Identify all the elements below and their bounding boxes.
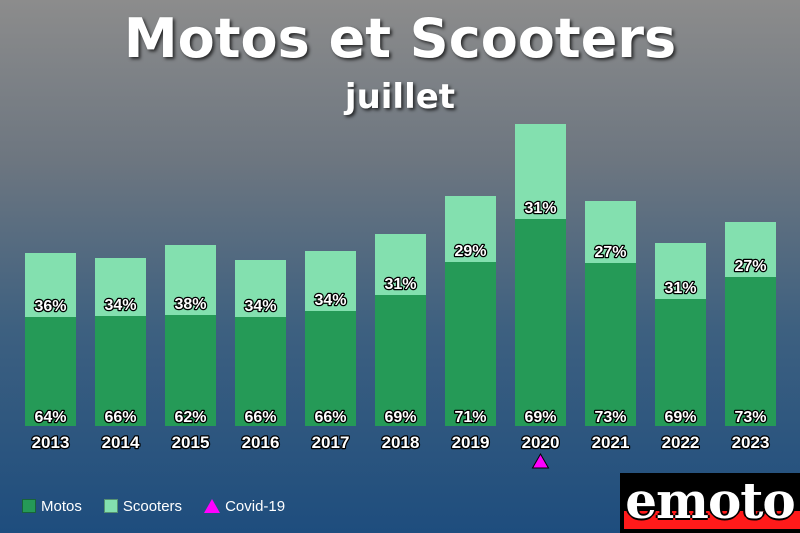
- data-label-scooters-2018: 31%: [384, 276, 416, 293]
- legend-item-scooters: Scooters: [103, 497, 183, 515]
- chart-subtitle: juillet: [344, 77, 456, 117]
- logo-red-band: [624, 511, 800, 529]
- data-label-motos-2013: 64%: [34, 409, 66, 426]
- data-label-motos-2021: 73%: [594, 409, 626, 426]
- bar-scooters-2017: [305, 251, 356, 311]
- legend-swatch-motos: [22, 499, 36, 513]
- logo-wordmark: emoto: [625, 473, 796, 530]
- chart-title: Motos et Scooters: [123, 7, 677, 70]
- bar-scooters-2020: [515, 124, 566, 219]
- x-tick-label-2021: 2021: [592, 433, 630, 452]
- bar-scooters-2014: [95, 258, 146, 316]
- covid-triangle-icon: [204, 499, 221, 513]
- bar-motos-2014: [95, 316, 146, 426]
- bar-motos-2020: [515, 219, 566, 426]
- legend-item-covid: Covid-19: [204, 498, 285, 515]
- legend: Motos Scooters Covid-19: [22, 496, 307, 516]
- data-label-scooters-2020: 31%: [524, 200, 556, 217]
- bar-scooters-2023: [725, 222, 776, 277]
- x-tick-label-2023: 2023: [732, 433, 770, 452]
- bar-motos-2021: [585, 263, 636, 426]
- x-tick-label-2018: 2018: [382, 433, 420, 452]
- data-label-motos-2022: 69%: [664, 409, 696, 426]
- emoto-logo[interactable]: emoto: [620, 473, 800, 533]
- bar-motos-2019: [445, 262, 496, 426]
- data-label-motos-2018: 69%: [384, 409, 416, 426]
- bar-scooters-2015: [165, 245, 216, 315]
- data-label-scooters-2019: 29%: [454, 243, 486, 260]
- bar-motos-2022: [655, 299, 706, 426]
- stacked-bar-chart: 36% 64% 2013 34% 66% 2014 38% 62% 2015 34% 66% 2016…: [25, 124, 776, 469]
- bar-motos-2016: [235, 317, 286, 426]
- data-label-scooters-2013: 36%: [34, 298, 66, 315]
- bar-motos-2013: [25, 317, 76, 426]
- data-label-scooters-2015: 38%: [174, 296, 206, 313]
- x-tick-label-2013: 2013: [32, 433, 70, 452]
- x-tick-label-2022: 2022: [662, 433, 700, 452]
- x-tick-label-2020: 2020: [522, 433, 560, 452]
- data-label-motos-2017: 66%: [314, 409, 346, 426]
- bar-motos-2018: [375, 295, 426, 426]
- bar-scooters-2021: [585, 201, 636, 263]
- data-label-scooters-2021: 27%: [594, 244, 626, 261]
- x-tick-label-2014: 2014: [102, 433, 140, 452]
- bar-motos-2017: [305, 311, 356, 426]
- data-label-motos-2015: 62%: [174, 409, 206, 426]
- x-tick-label-2019: 2019: [452, 433, 490, 452]
- x-tick-label-2017: 2017: [312, 433, 350, 452]
- bar-scooters-2022: [655, 243, 706, 299]
- bar-motos-2023: [725, 277, 776, 426]
- x-tick-label-2015: 2015: [172, 433, 210, 452]
- bar-motos-2015: [165, 315, 216, 426]
- bar-scooters-2013: [25, 253, 76, 317]
- data-label-scooters-2023: 27%: [734, 258, 766, 275]
- data-label-motos-2016: 66%: [244, 409, 276, 426]
- legend-label-covid: Covid-19: [225, 497, 286, 515]
- covid-marker-2020: [531, 452, 550, 469]
- data-label-scooters-2014: 34%: [104, 297, 136, 314]
- legend-item-motos: Motos: [22, 498, 82, 515]
- data-label-scooters-2017: 34%: [314, 292, 346, 309]
- data-label-motos-2020: 69%: [524, 409, 556, 426]
- data-label-motos-2023: 73%: [734, 409, 766, 426]
- bar-scooters-2018: [375, 234, 426, 295]
- data-label-scooters-2022: 31%: [664, 280, 696, 297]
- data-label-motos-2014: 66%: [104, 409, 136, 426]
- data-label-motos-2019: 71%: [454, 409, 486, 426]
- legend-label-scooters: Scooters: [122, 497, 183, 515]
- bar-scooters-2019: [445, 196, 496, 262]
- bar-scooters-2016: [235, 260, 286, 317]
- legend-swatch-scooters: [103, 499, 118, 513]
- data-label-scooters-2016: 34%: [244, 298, 276, 315]
- legend-label-motos: Motos: [41, 497, 82, 515]
- x-tick-label-2016: 2016: [242, 433, 280, 452]
